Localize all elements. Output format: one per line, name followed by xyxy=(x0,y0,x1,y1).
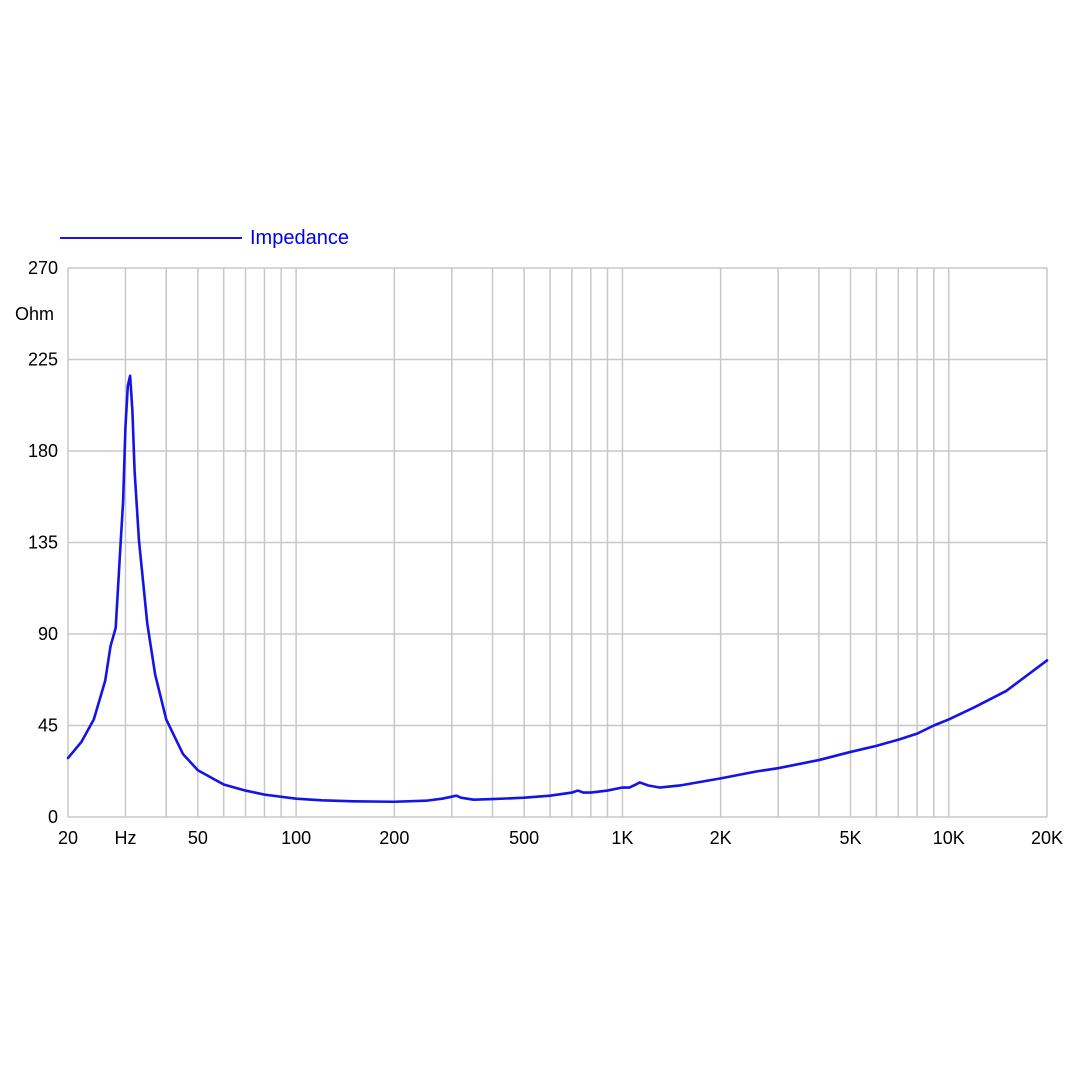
x-tick-label: 20 xyxy=(58,828,78,848)
y-tick-label: 0 xyxy=(48,807,58,827)
x-tick-label: 500 xyxy=(509,828,539,848)
y-tick-label: 180 xyxy=(28,441,58,461)
x-tick-label: 1K xyxy=(611,828,633,848)
y-tick-label: 270 xyxy=(28,258,58,278)
x-tick-label: 5K xyxy=(840,828,862,848)
x-tick-label: 100 xyxy=(281,828,311,848)
x-tick-label: 20K xyxy=(1031,828,1063,848)
y-axis-ticks: 0 45 90 135 180 225 270 xyxy=(28,258,58,827)
legend-label-impedance: Impedance xyxy=(250,227,349,249)
y-axis-unit-label: Ohm xyxy=(15,304,54,324)
y-tick-label: 90 xyxy=(38,624,58,644)
legend: Impedance xyxy=(60,227,349,249)
y-tick-label: 45 xyxy=(38,716,58,736)
y-tick-label: 225 xyxy=(28,350,58,370)
x-axis-unit-label: Hz xyxy=(114,828,136,848)
grid-layer xyxy=(67,267,1048,818)
x-tick-label: 2K xyxy=(710,828,732,848)
impedance-series-line xyxy=(66,374,1049,804)
x-tick-label: 50 xyxy=(188,828,208,848)
x-axis-ticks: 20 50 100 200 500 1K 2K 5K 10K 20K xyxy=(58,828,1063,848)
y-tick-label: 135 xyxy=(28,533,58,553)
x-tick-label: 10K xyxy=(933,828,965,848)
x-tick-label: 200 xyxy=(379,828,409,848)
